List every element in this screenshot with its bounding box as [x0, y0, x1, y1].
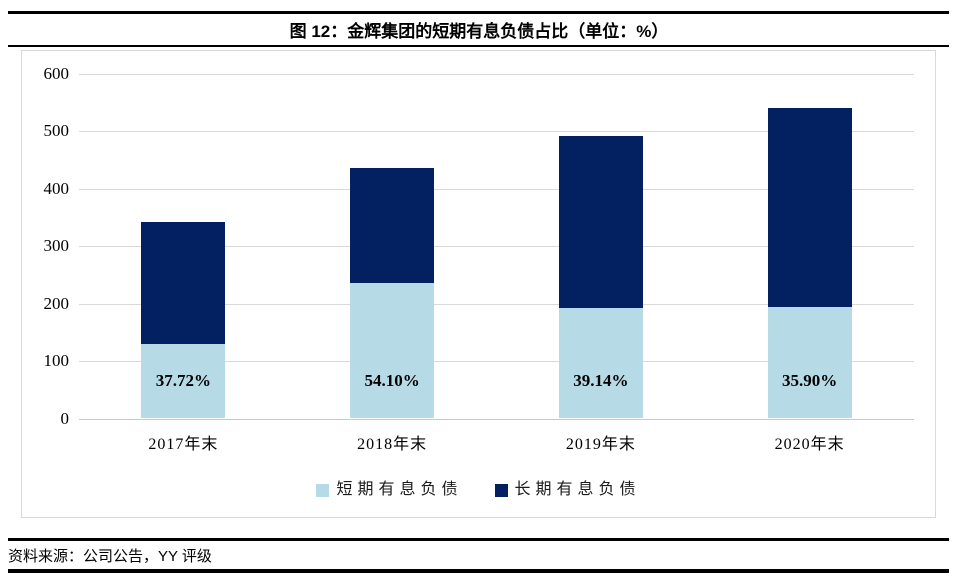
bar-segment-long-term: [767, 108, 852, 308]
bar-segment-short-term: [141, 344, 226, 419]
legend-label: 长期有息负债: [514, 481, 641, 498]
figure-title: 图 12：金辉集团的短期有息负债占比（单位：%）: [289, 22, 669, 41]
bar-percent-label: 39.14%: [573, 370, 629, 390]
bar-percent-label: 37.72%: [155, 370, 211, 390]
chart-area: 0 100 200 300 400 500 600 37.72% 2017年末 54.10% 20…: [21, 50, 936, 518]
x-axis-label: 2018年末: [357, 435, 428, 453]
gridline: [79, 188, 914, 190]
bar-segment-long-term: [558, 136, 643, 309]
bar-segment-short-term: [767, 307, 852, 419]
legend-swatch-long-term: [494, 483, 508, 497]
legend-label: 短期有息负债: [336, 481, 463, 498]
bar-percent-label: 35.90%: [782, 370, 838, 390]
bar-segment-long-term: [141, 222, 226, 345]
gridline: [79, 418, 914, 420]
legend-item: 短期有息负债: [316, 481, 462, 499]
chart-legend: 短期有息负债 长期有息负债: [22, 481, 935, 499]
title-rule: [8, 45, 949, 47]
bar-segment-short-term: [350, 282, 435, 419]
y-tick-label: 400: [43, 178, 70, 198]
gridline: [79, 246, 914, 248]
bottom-rule: [8, 569, 949, 573]
legend-item: 长期有息负债: [494, 481, 641, 499]
gridline: [79, 361, 914, 363]
top-rule: [8, 11, 949, 14]
source-rule: [8, 538, 949, 541]
x-axis-label: 2017年末: [148, 435, 219, 453]
source-note: 资料来源：公司公告，YY 评级: [8, 548, 212, 565]
bar-percent-label: 54.10%: [364, 370, 420, 390]
x-axis-label: 2019年末: [565, 435, 636, 453]
x-axis-label: 2020年末: [774, 435, 845, 453]
y-tick-label: 200: [43, 293, 70, 313]
y-tick-label: 100: [43, 351, 70, 371]
gridline: [79, 74, 914, 75]
y-tick-label: 300: [43, 236, 70, 256]
y-tick-label: 500: [43, 121, 70, 141]
y-tick-label: 600: [43, 64, 70, 83]
bar-segment-long-term: [350, 168, 435, 283]
gridline: [79, 131, 914, 133]
gridline: [79, 303, 914, 305]
y-tick-label: 0: [60, 408, 70, 428]
legend-swatch-short-term: [316, 483, 330, 497]
bar-segment-short-term: [558, 308, 643, 419]
